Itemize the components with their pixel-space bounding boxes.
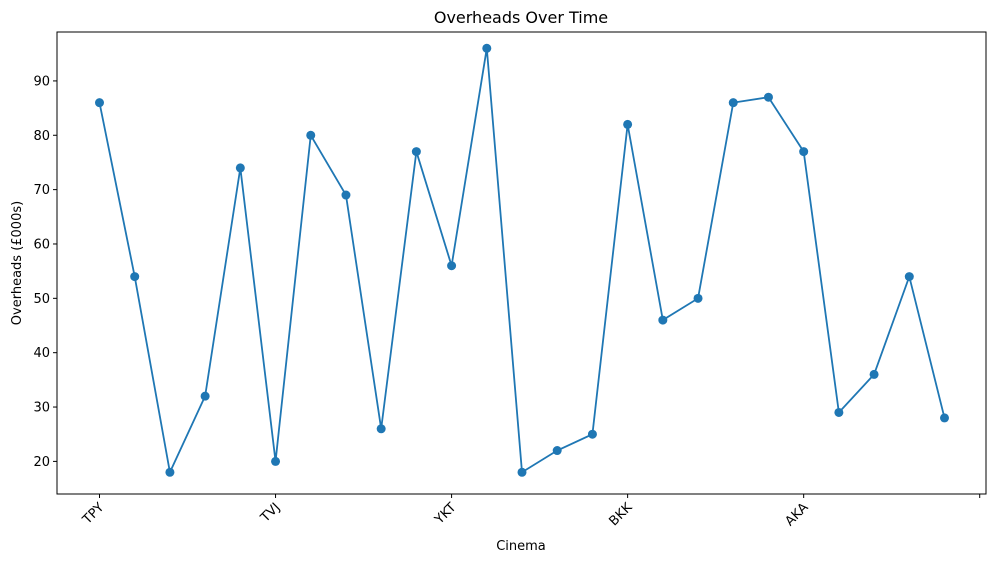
data-point <box>517 467 527 477</box>
y-tick-label: 30 <box>33 401 50 416</box>
data-point <box>235 163 245 173</box>
data-point <box>411 147 421 157</box>
data-point <box>271 456 281 466</box>
chart-title: Overheads Over Time <box>434 8 608 27</box>
data-point <box>376 424 386 434</box>
series-layer <box>95 43 949 477</box>
data-point <box>693 293 703 303</box>
data-point <box>904 272 914 282</box>
data-point <box>482 43 492 53</box>
y-axis-label: Overheads (£000s) <box>10 201 25 325</box>
data-point <box>306 130 316 140</box>
data-point <box>200 391 210 401</box>
data-point <box>587 429 597 439</box>
data-point <box>940 413 949 423</box>
series-line <box>98 48 946 476</box>
x-axis: TPY TVJ YKT BKK AKA <box>79 494 981 529</box>
y-tick-label: 20 <box>33 455 50 470</box>
data-point <box>447 261 457 271</box>
x-tick-label: YKT <box>432 500 460 528</box>
x-axis-label: Cinema <box>496 539 546 554</box>
y-tick-label: 60 <box>33 237 50 252</box>
x-tick-label: TVJ <box>257 500 283 526</box>
data-point <box>341 190 351 200</box>
y-axis: 20 30 40 50 60 70 80 90 <box>33 74 57 470</box>
data-point <box>763 92 773 102</box>
y-tick-label: 90 <box>33 74 50 89</box>
data-point <box>130 272 140 282</box>
x-tick-label: AKA <box>782 500 811 529</box>
y-tick-label: 50 <box>33 292 50 307</box>
data-point <box>834 407 844 417</box>
y-tick-label: 70 <box>33 183 50 198</box>
data-point <box>165 467 175 477</box>
plot-frame <box>56 31 987 495</box>
x-tick-label: TPY <box>79 500 107 528</box>
data-point <box>799 147 809 157</box>
data-point <box>869 369 879 379</box>
x-tick-label: BKK <box>606 500 635 529</box>
data-point <box>623 119 633 129</box>
data-point <box>95 98 104 108</box>
data-point <box>728 98 738 108</box>
data-point <box>658 315 668 325</box>
y-tick-label: 40 <box>33 346 50 361</box>
data-point <box>552 446 562 456</box>
y-tick-label: 80 <box>33 129 50 144</box>
